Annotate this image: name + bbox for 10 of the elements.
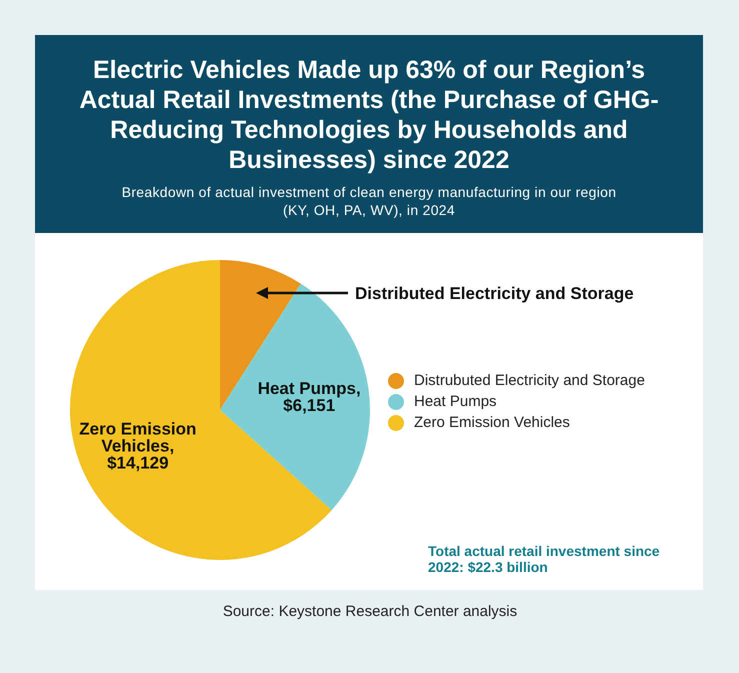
chart-title: Electric Vehicles Made up 63% of our Region’s Actual Retail Investments (the Purchase of GHG-Reducing Technologies by Households and Businesses) since 2022 <box>79 55 659 175</box>
source-note: Source: Keystone Research Center analysis <box>222 602 518 622</box>
legend-label: Zero Emission Vehicles <box>414 414 570 431</box>
data-label: Zero Emission Vehicles, $14,129 <box>79 419 196 472</box>
legend-label: Distrubuted Electricity and Storage <box>414 372 645 389</box>
data-label: Heat Pumps, $6,151 <box>258 379 361 416</box>
legend-label: Heat Pumps <box>414 393 497 410</box>
text: Distributed Electricity and Storage <box>355 284 634 304</box>
text: Total actual retail investment since 2022: $22.3 billion <box>428 543 661 575</box>
chart-subtitle: Breakdown of actual investment of clean energy manufacturing in our region (KY, OH, PA, WV), in 2024 <box>120 183 618 219</box>
